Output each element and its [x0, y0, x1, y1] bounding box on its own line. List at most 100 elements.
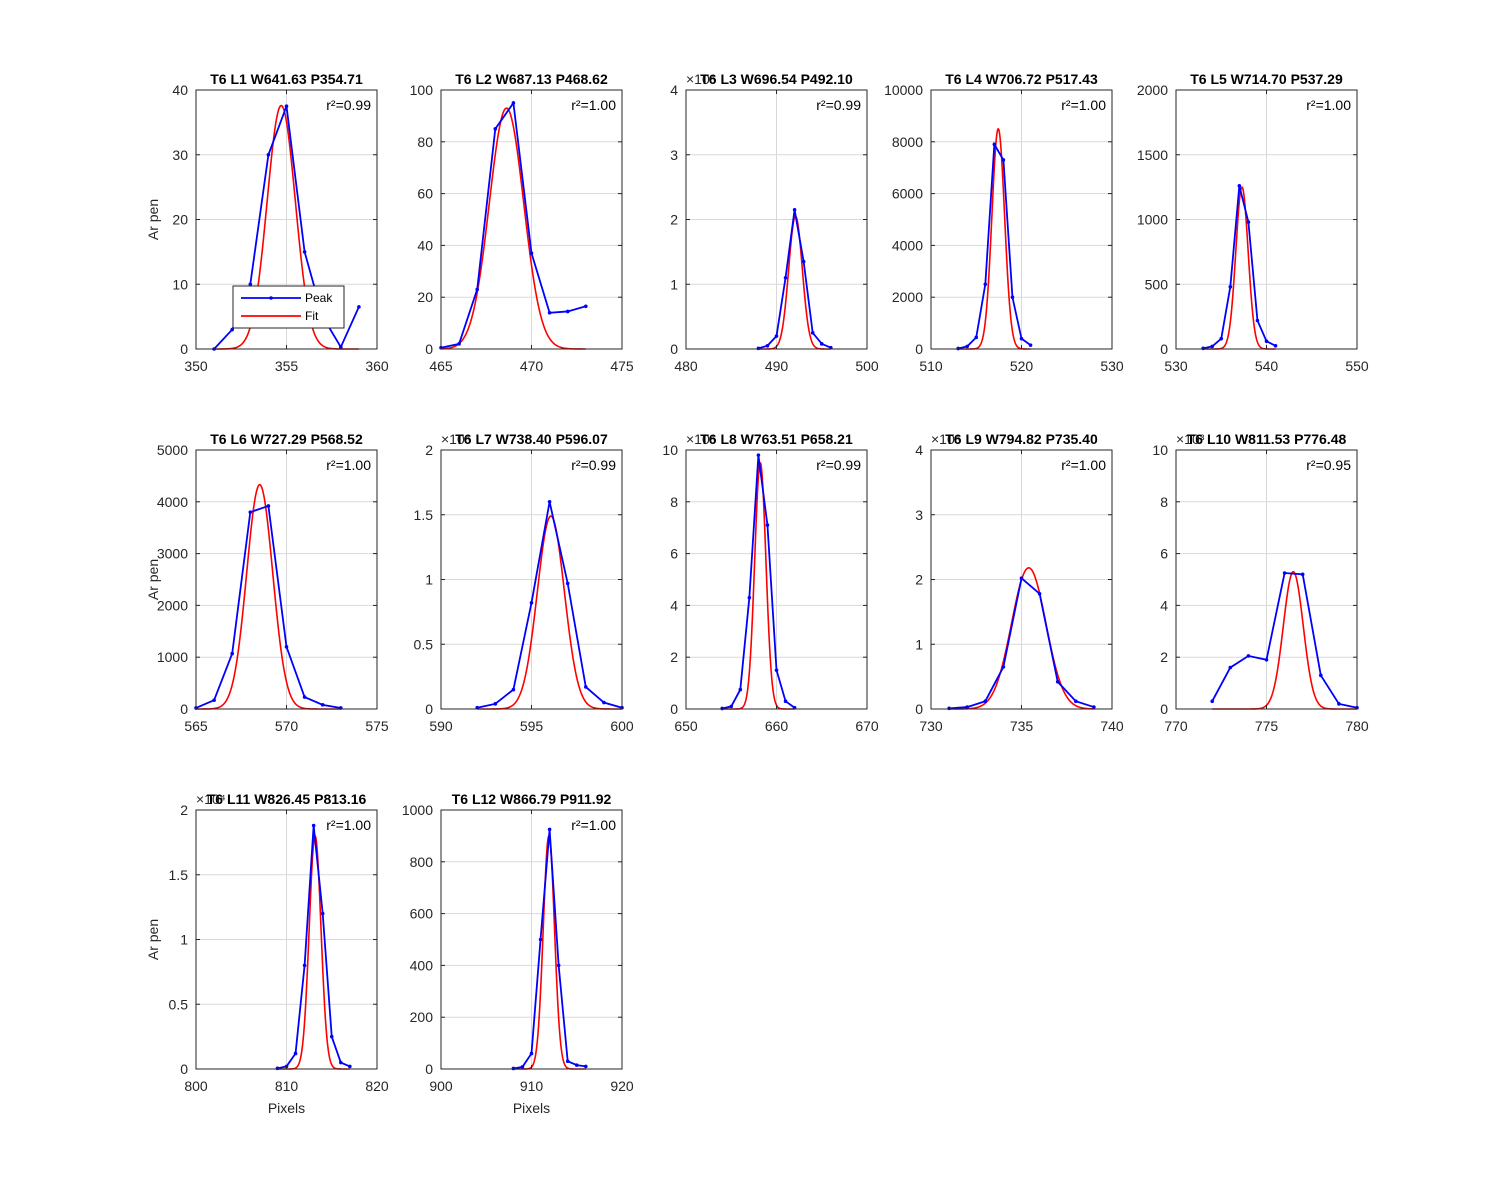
x-tick-label: 540	[1255, 358, 1279, 374]
peak-point	[248, 510, 253, 514]
x-tick-label: 910	[520, 1078, 544, 1094]
peak-point	[792, 207, 797, 212]
x-tick-label: 800	[184, 1078, 208, 1094]
peak-point	[765, 343, 770, 348]
peak-point	[584, 685, 588, 689]
x-axis-label: Pixels	[268, 1100, 305, 1116]
y-tick-label: 1	[425, 572, 433, 588]
y-tick-label: 0	[1160, 701, 1168, 717]
peak-point	[738, 687, 743, 692]
x-tick-label: 775	[1255, 718, 1279, 734]
peak-point	[1001, 665, 1006, 669]
peak-point	[520, 1065, 525, 1069]
peak-point	[1246, 220, 1251, 224]
peak-point	[565, 581, 570, 586]
y-tick-label: 4000	[892, 237, 923, 253]
y-tick-label: 1	[915, 636, 923, 652]
peak-point	[538, 937, 543, 942]
peak-point	[783, 275, 788, 280]
peak-point	[584, 1064, 588, 1069]
axis-exponent: ×10⁴	[931, 431, 961, 447]
peak-point	[992, 142, 997, 147]
peak-point	[529, 1051, 534, 1056]
subplot-6: 565 570 575 0 1000 2000 3000 4000 5000 T6 L6 W727…	[145, 431, 389, 734]
r2-annotation: r²=1.00	[1306, 97, 1351, 113]
y-tick-label: 10	[1152, 442, 1168, 458]
x-tick-label: 590	[429, 718, 453, 734]
peak-point	[574, 1063, 579, 1067]
y-axis-label: Ar pen	[145, 199, 161, 240]
peak-point	[947, 706, 951, 711]
y-tick-label: 0	[1160, 341, 1168, 357]
peak-point	[565, 1059, 570, 1064]
y-tick-label: 0	[425, 1061, 433, 1077]
peak-point	[230, 651, 234, 656]
y-tick-label: 0	[670, 701, 678, 717]
peak-point	[320, 703, 325, 707]
subplot-title: T6 L1 W641.63 P354.71	[210, 71, 363, 87]
peak-point	[1228, 285, 1233, 289]
y-tick-label: 2	[425, 442, 433, 458]
peak-point	[275, 1066, 280, 1071]
x-tick-label: 735	[1010, 718, 1034, 734]
subplot-title: T6 L9 W794.82 P735.40	[945, 431, 1098, 447]
peak-point	[1028, 343, 1033, 347]
subplot-title: T6 L5 W714.70 P537.29	[1190, 71, 1343, 87]
peak-point	[774, 668, 779, 672]
x-tick-label: 475	[610, 358, 634, 374]
x-tick-label: 565	[184, 718, 208, 734]
peak-point	[765, 523, 770, 527]
x-tick-label: 530	[1100, 358, 1124, 374]
y-tick-label: 4	[1160, 597, 1168, 613]
peak-point	[357, 305, 361, 309]
axis-exponent: ×10⁴	[441, 431, 471, 447]
y-tick-label: 6000	[892, 186, 923, 202]
x-tick-label: 465	[429, 358, 453, 374]
peak-point	[329, 1034, 334, 1039]
x-tick-label: 780	[1345, 718, 1369, 734]
x-tick-label: 350	[184, 358, 208, 374]
y-tick-label: 4	[670, 597, 678, 613]
x-tick-label: 900	[429, 1078, 453, 1094]
peak-point	[511, 1066, 516, 1071]
fit-curve	[440, 107, 586, 350]
y-tick-label: 2	[915, 572, 923, 588]
x-tick-label: 670	[855, 718, 879, 734]
y-tick-label: 2000	[1137, 82, 1168, 98]
peak-point	[1037, 591, 1042, 596]
peak-point	[311, 823, 316, 828]
y-tick-label: 3000	[157, 546, 188, 562]
peak-point	[1219, 336, 1224, 341]
y-tick-label: 0	[915, 341, 923, 357]
y-tick-label: 1000	[1137, 212, 1168, 228]
peak-point	[1282, 571, 1287, 575]
r2-annotation: r²=1.00	[571, 97, 616, 113]
peak-point	[1201, 346, 1205, 351]
y-tick-label: 8000	[892, 134, 923, 150]
y-tick-label: 5000	[157, 442, 188, 458]
legend-label-peak: Peak	[305, 291, 333, 305]
peak-point	[339, 1060, 343, 1065]
peak-point	[1019, 336, 1024, 341]
x-axis-label: Pixels	[513, 1100, 550, 1116]
x-tick-label: 470	[520, 358, 544, 374]
r2-annotation: r²=1.00	[1061, 457, 1106, 473]
r2-annotation: r²=0.99	[816, 457, 861, 473]
y-tick-label: 1	[180, 932, 188, 948]
peak-point	[1228, 665, 1233, 670]
peak-point	[783, 699, 788, 704]
y-tick-label: 0.5	[169, 996, 189, 1012]
y-tick-label: 0	[180, 341, 188, 357]
y-tick-label: 8	[1160, 494, 1168, 510]
peak-point	[956, 346, 960, 351]
peak-point	[720, 706, 724, 711]
peak-point	[1319, 673, 1323, 678]
y-tick-label: 0	[425, 701, 433, 717]
axis-exponent: ×10⁴	[686, 71, 716, 87]
x-tick-label: 360	[365, 358, 389, 374]
peak-point	[1273, 343, 1278, 348]
x-tick-label: 510	[919, 358, 943, 374]
y-axis-label: Ar pen	[145, 919, 161, 960]
y-tick-label: 100	[410, 82, 434, 98]
